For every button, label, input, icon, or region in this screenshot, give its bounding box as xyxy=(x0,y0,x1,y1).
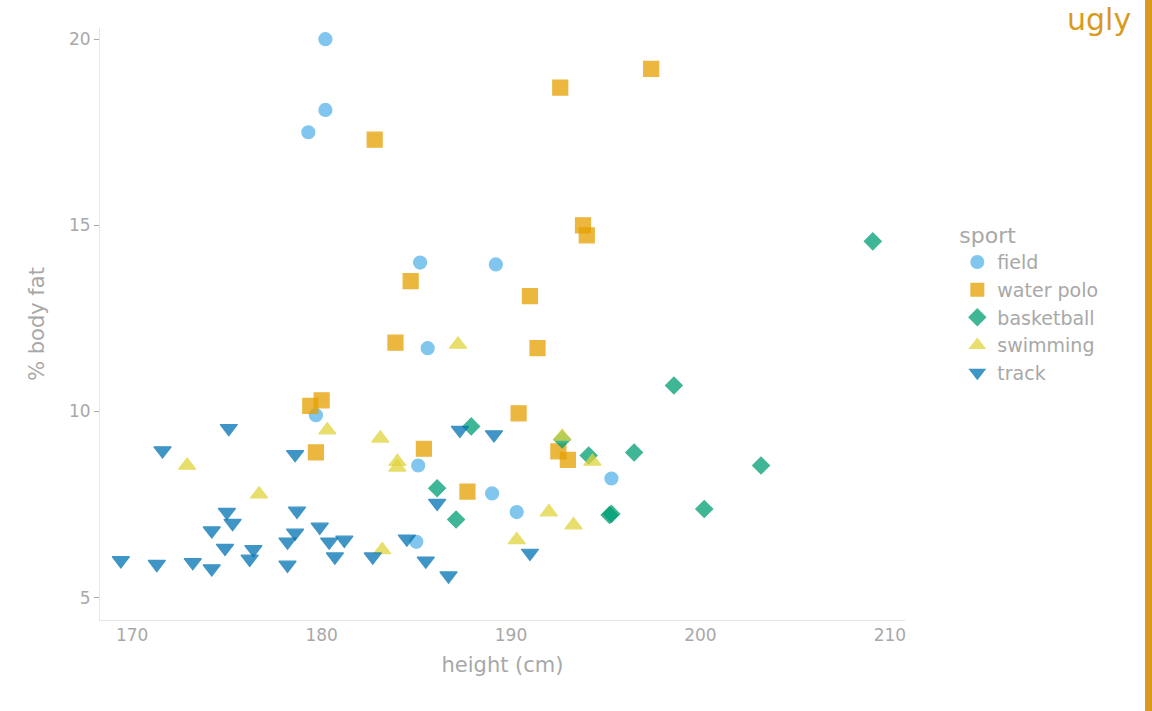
svg-text:% body fat: % body fat xyxy=(25,267,49,381)
svg-text:ugly: ugly xyxy=(1067,2,1131,37)
svg-text:210: 210 xyxy=(874,625,906,645)
svg-text:swimming: swimming xyxy=(997,334,1094,356)
svg-text:10: 10 xyxy=(69,401,91,421)
svg-text:15: 15 xyxy=(69,215,91,235)
svg-text:track: track xyxy=(997,362,1045,384)
svg-text:180: 180 xyxy=(305,625,337,645)
svg-text:170: 170 xyxy=(116,625,148,645)
svg-text:water polo: water polo xyxy=(997,279,1098,301)
svg-text:field: field xyxy=(997,251,1038,273)
svg-text:sport: sport xyxy=(959,223,1016,248)
svg-text:basketball: basketball xyxy=(997,307,1094,329)
svg-text:200: 200 xyxy=(684,625,716,645)
svg-text:5: 5 xyxy=(80,588,91,608)
svg-text:height (cm): height (cm) xyxy=(441,653,563,677)
svg-text:20: 20 xyxy=(69,29,91,49)
svg-text:190: 190 xyxy=(495,625,527,645)
